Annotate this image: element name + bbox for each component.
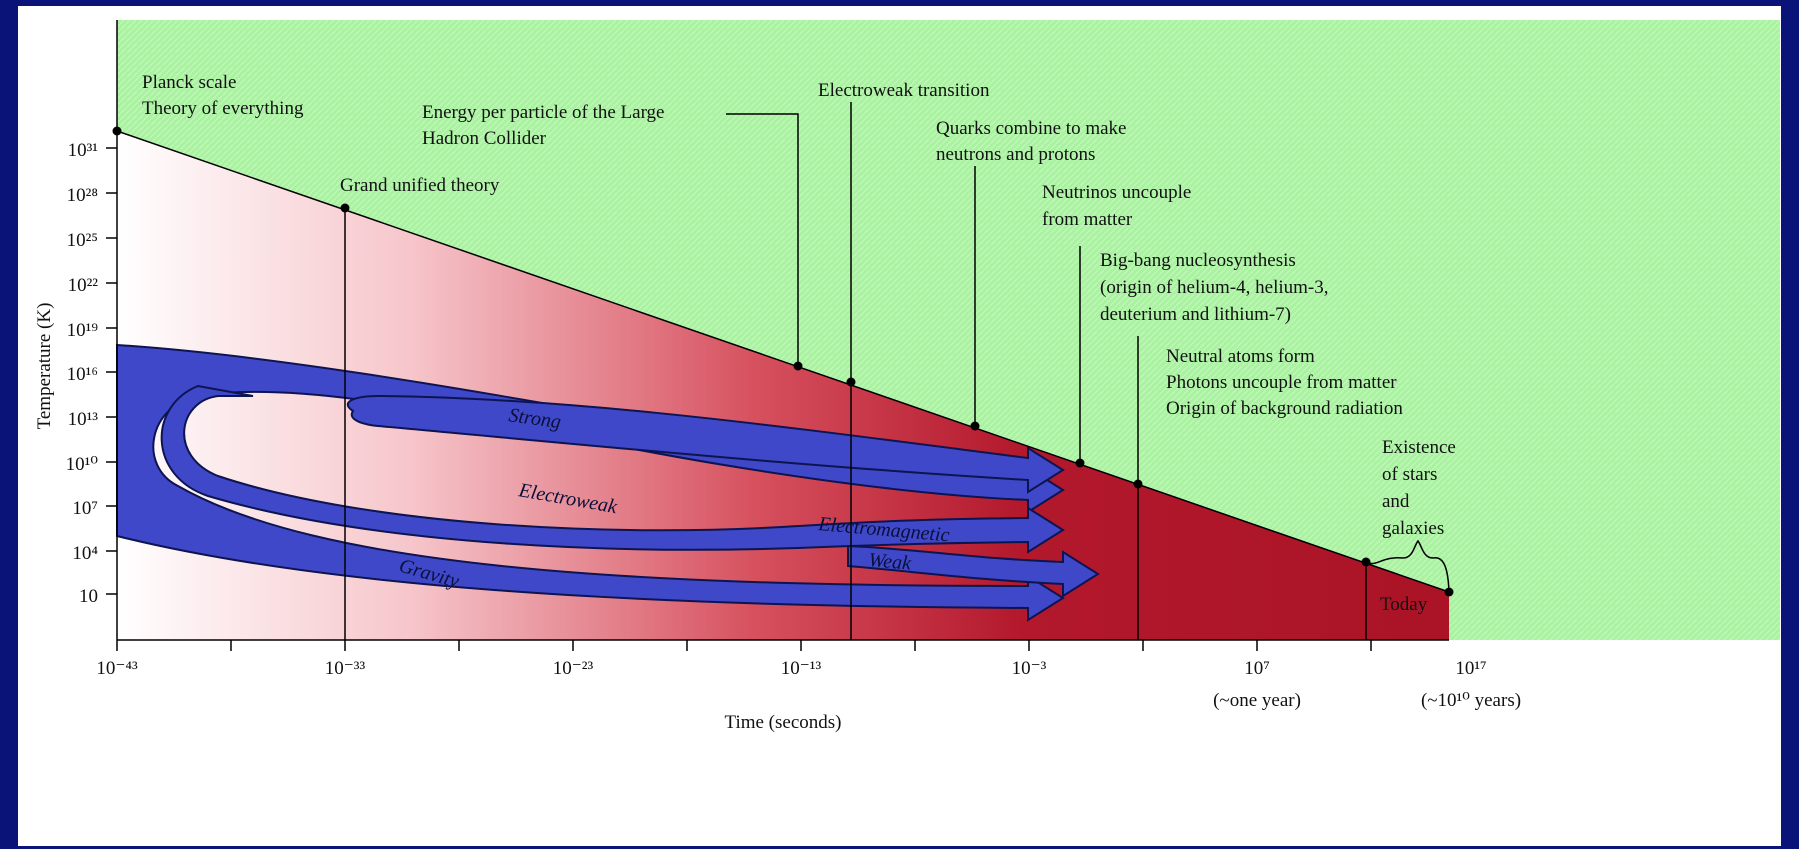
y-tick: 10 [79,586,98,607]
label-lhc-2: Hadron Collider [422,128,547,149]
label-neutrinos-1: Neutrinos uncouple [1042,182,1191,203]
event-dots [112,126,1454,597]
label-today: Today [1380,594,1428,615]
temperature-region [117,131,1449,640]
label-bbn-1: Big-bang nucleosynthesis [1100,250,1296,271]
x-tick: 10⁻¹³ [781,658,822,679]
weak-band [847,544,1100,598]
y-tick: 10²⁵ [67,230,98,251]
y-tick: 10¹³ [68,409,99,430]
label-quarks-1: Quarks combine to make [936,118,1126,139]
y-tick: 10¹⁶ [67,364,98,385]
y-tick: 10¹⁰ [66,454,99,475]
green-region [117,20,1780,640]
label-stars-1: Existence [1382,437,1456,458]
label-stars-3: and [1382,491,1410,512]
label-atoms-2: Photons uncouple from matter [1166,372,1397,393]
y-tick: 10²² [68,275,99,296]
label-bbn-2: (origin of helium-4, helium-3, [1100,277,1328,298]
x-tick-labels: 10⁻⁴³ 10⁻³³ 10⁻²³ 10⁻¹³ 10⁻³ 10⁷ 10¹⁷ (~… [96,658,1521,711]
y-tick: 10²⁸ [67,185,98,206]
x-subtick: (~one year) [1213,690,1301,711]
event-markers [344,102,1450,640]
electroweak-band [160,384,1065,554]
y-tick-labels: 10³¹ 10²⁸ 10²⁵ 10²² 10¹⁹ 10¹⁶ 10¹³ 10¹⁰ … [66,140,99,607]
label-neutrinos-2: from matter [1042,209,1133,230]
label-quarks-2: neutrons and protons [936,144,1095,165]
force-weak: Weak [868,549,913,575]
label-planck: Planck scale [142,72,236,93]
x-tick: 10⁻²³ [553,658,594,679]
label-bbn-3: deuterium and lithium-7) [1100,304,1291,325]
label-stars-4: galaxies [1382,518,1444,539]
axes [106,20,1449,651]
label-toe: Theory of everything [142,98,304,119]
label-atoms-1: Neutral atoms form [1166,346,1315,367]
label-lhc-1: Energy per particle of the Large [422,102,665,123]
label-gut: Grand unified theory [340,175,500,196]
x-subtick: (~10¹⁰ years) [1421,690,1521,711]
label-electroweak-transition: Electroweak transition [818,80,990,101]
y-tick: 10⁴ [72,543,98,564]
x-tick: 10⁷ [1244,658,1270,679]
label-stars-2: of stars [1382,464,1437,485]
y-tick: 10³¹ [68,140,99,161]
force-bands [116,343,1100,622]
diagram-svg: Planck scale Theory of everything Grand … [34,20,1780,733]
y-axis-title: Temperature (K) [34,303,55,430]
cosmic-history-figure: Planck scale Theory of everything Grand … [18,6,1781,846]
x-axis-title: Time (seconds) [725,712,842,733]
strong-band [346,394,1065,494]
x-tick: 10⁻⁴³ [96,658,138,679]
x-tick: 10⁻³ [1012,658,1047,679]
y-tick: 10¹⁹ [67,320,99,341]
x-tick: 10¹⁷ [1455,658,1486,679]
label-atoms-3: Origin of background radiation [1166,398,1403,419]
y-tick: 10⁷ [72,498,98,519]
x-tick: 10⁻³³ [325,658,366,679]
cooling-line [116,130,1450,593]
